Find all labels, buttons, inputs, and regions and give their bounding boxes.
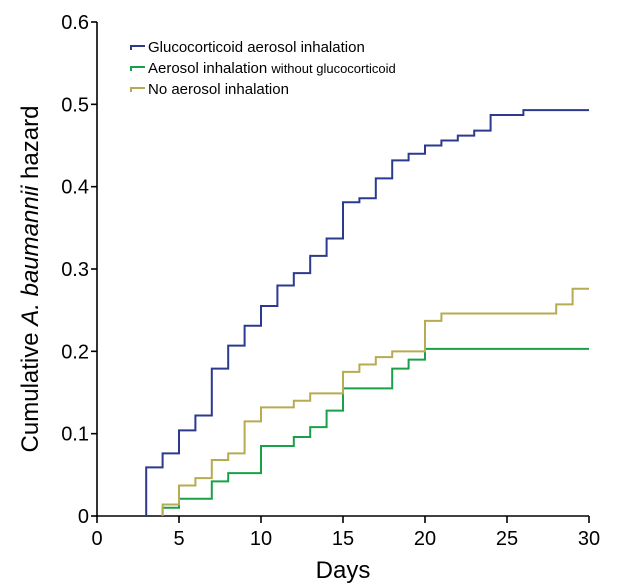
legend-swatch [130, 66, 145, 71]
x-tick-label: 15 [332, 528, 354, 550]
legend: Glucocorticoid aerosol inhalation Aerosol… [130, 39, 396, 98]
y-tick-label: 0.3 [61, 259, 89, 281]
y-axis-title-suffix: hazard [17, 106, 44, 186]
y-tick-label: 0.5 [61, 94, 89, 116]
legend-label: No aerosol inhalation [148, 81, 289, 98]
y-tick-label: 0.2 [61, 341, 89, 363]
legend-swatch [130, 87, 145, 92]
y-tick-label: 0.4 [61, 177, 89, 199]
y-axis-title: Cumulative A. baumannii hazard [17, 106, 44, 453]
series-group [145, 109, 589, 516]
x-tick-label: 10 [250, 528, 272, 550]
series-line-2 [161, 347, 589, 516]
series-line-1 [145, 109, 589, 516]
x-tick-label: 0 [91, 528, 102, 550]
x-axis-title: Days [316, 557, 371, 583]
x-tick-label: 5 [173, 528, 184, 550]
x-tick-label: 20 [414, 528, 436, 550]
x-tick-label: 25 [496, 528, 518, 550]
legend-swatch [130, 45, 145, 50]
y-tick-label: 0.6 [61, 12, 89, 34]
series-line-3 [161, 287, 589, 516]
y-tick-label: 0 [78, 506, 89, 528]
x-tick-label: 30 [578, 528, 600, 550]
legend-label: Glucocorticoid aerosol inhalation [148, 39, 365, 56]
legend-label: Aerosol inhalation without glucocorticoi… [148, 60, 396, 77]
y-axis-title-italic: A. baumannii [17, 185, 44, 328]
axes: 0 0.1 0.2 0.3 0.4 0.5 0.6 0 5 10 15 20 25 30 [61, 12, 600, 550]
y-axis-title-prefix: Cumulative [17, 326, 44, 453]
y-tick-label: 0.1 [61, 424, 89, 446]
